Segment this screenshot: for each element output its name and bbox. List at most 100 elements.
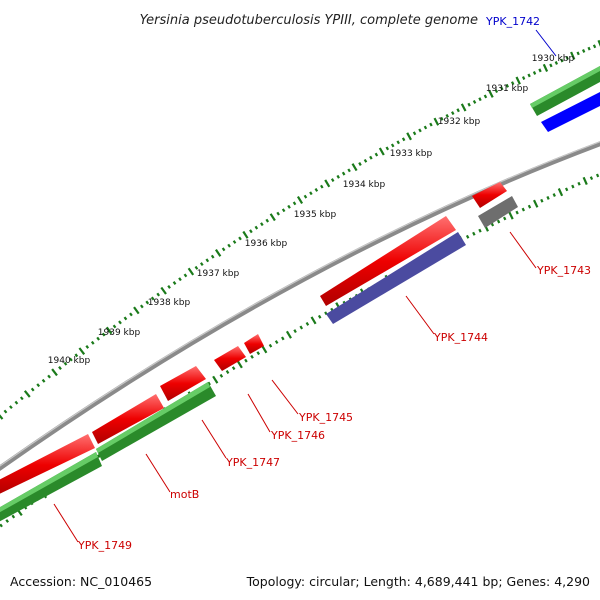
scale-tick: [515, 210, 519, 215]
scale-tick: [418, 128, 422, 133]
scale-tick: [589, 176, 594, 181]
scale-tick: [533, 199, 539, 208]
scale-tick: [167, 284, 171, 289]
scale-tick: [456, 108, 460, 113]
kbp-tick-label: 1933 kbp: [390, 149, 433, 159]
scale-tick: [511, 81, 515, 86]
scale-tick: [527, 73, 531, 78]
scale-tick: [276, 211, 280, 216]
scale-tick: [242, 230, 249, 239]
scale-tick: [465, 234, 470, 239]
gene-ypk-1747[interactable]: [96, 382, 216, 461]
scale-tick: [358, 162, 362, 166]
scale-tick: [390, 143, 395, 148]
scale-tick: [500, 86, 504, 91]
accession-text: Accession: NC_010465: [10, 574, 152, 589]
scale-tick: [310, 316, 317, 325]
scale-tick: [478, 228, 482, 233]
cds-ypk-1743[interactable]: [472, 182, 507, 208]
scale-tick: [207, 381, 211, 386]
scale-tick: [199, 262, 204, 267]
scale-tick: [412, 131, 417, 136]
scale-tick: [260, 222, 264, 227]
scale-tick: [429, 122, 433, 127]
scale-tick: [145, 300, 150, 305]
scale-tick: [488, 89, 494, 98]
genome-backbone-highlight: [0, 141, 600, 467]
scale-tick: [150, 296, 155, 301]
scale-tick: [445, 113, 449, 118]
scale-tick: [309, 191, 313, 196]
gene-ypk-1749-highlight: [0, 452, 98, 513]
scale-tick: [133, 306, 140, 315]
scale-tick: [374, 152, 379, 157]
scale-tick: [183, 273, 188, 278]
scale-tick: [423, 125, 428, 130]
scale-tick: [505, 83, 509, 88]
scale-tick: [521, 76, 526, 80]
scale-tick: [232, 240, 237, 244]
scale-tick: [231, 366, 236, 371]
gene-ypk-1749[interactable]: [0, 452, 102, 524]
scale-tick: [23, 390, 31, 398]
pseudo-ypk-1743[interactable]: [478, 196, 518, 228]
scale-tick: [433, 117, 440, 126]
scale-tick: [129, 312, 133, 317]
scale-tick: [210, 254, 215, 259]
cds-ypk-1747[interactable]: [160, 366, 206, 401]
cds-motb[interactable]: [92, 394, 164, 444]
cds-ypk-1749[interactable]: [0, 434, 95, 496]
cds-ypk-1744[interactable]: [320, 216, 456, 306]
scale-tick: [494, 89, 499, 93]
scale-tick: [532, 71, 537, 75]
scale-tick: [314, 188, 319, 192]
kbp-tick-label: 1931 kbp: [486, 84, 529, 94]
scale-tick: [85, 345, 90, 349]
kbp-tick-label: 1937 kbp: [197, 269, 240, 279]
leader-ypk-1749: [53, 503, 79, 543]
scale-tick: [549, 63, 553, 68]
scale-tick: [287, 204, 291, 209]
scale-tick: [0, 523, 3, 528]
scale-tick: [51, 368, 58, 377]
kbp-tick-label: 1934 kbp: [343, 180, 386, 190]
kbp-scale-labels: 1930 kbp 1931 kbp 1932 kbp 1933 kbp 1934 kbp…: [48, 54, 575, 366]
cds-ypk-1746[interactable]: [214, 346, 246, 371]
scale-tick: [385, 146, 390, 151]
scale-tick: [557, 188, 564, 197]
scale-tick: [483, 94, 488, 99]
scale-tick: [582, 176, 588, 186]
cds-ypk-1745[interactable]: [244, 334, 264, 354]
scale-tick: [5, 519, 10, 523]
scale-tick: [472, 99, 477, 104]
scale-tick: [249, 229, 253, 234]
scale-tick: [41, 378, 46, 383]
kbp-tick-label: 1930 kbp: [532, 54, 575, 64]
scale-tick: [281, 208, 286, 213]
scale-tick: [320, 184, 324, 189]
scale-tick: [401, 137, 406, 142]
scale-tick: [19, 396, 24, 401]
scale-tick: [227, 243, 231, 248]
scale-tick: [269, 213, 276, 222]
scale-tick: [396, 140, 400, 145]
scale-tick: [565, 56, 569, 61]
scale-tick: [285, 330, 292, 339]
scale-tick: [178, 277, 182, 282]
cds-ypk-1742[interactable]: [541, 92, 600, 132]
scale-tick: [156, 292, 161, 297]
gene-ypk-1744[interactable]: [326, 232, 466, 324]
scale-tick: [96, 336, 100, 341]
leader-ypk-1746: [247, 393, 271, 433]
leader-ypk-1747: [201, 419, 227, 459]
scale-tick: [546, 195, 550, 200]
gene-ypk-1747-highlight: [96, 382, 210, 453]
kbp-tick-label: 1939 kbp: [98, 328, 141, 338]
scale-tick: [30, 387, 35, 392]
scale-tick: [14, 400, 19, 405]
scale-tick: [305, 321, 310, 326]
scale-tick: [378, 147, 385, 156]
scale-tick: [324, 179, 331, 188]
scale-tick: [11, 514, 16, 519]
